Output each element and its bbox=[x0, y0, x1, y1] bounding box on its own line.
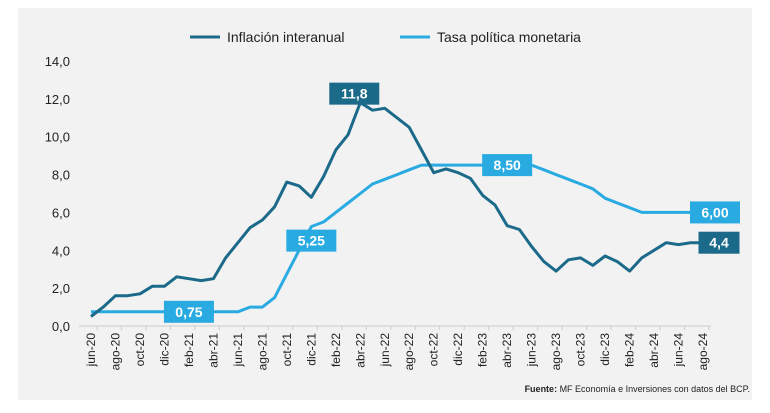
x-tick-label: abr-24 bbox=[647, 333, 661, 368]
source-text: MF Economía e Inversiones con datos del … bbox=[557, 384, 750, 394]
x-tick-label: jun-22 bbox=[378, 333, 392, 368]
y-tick-label: 12,0 bbox=[45, 92, 70, 107]
legend: Inflación interanual Tasa política monet… bbox=[190, 29, 581, 45]
x-tick-label: abr-23 bbox=[500, 333, 514, 368]
data-label: 4,4 bbox=[709, 235, 729, 251]
x-tick-label: feb-22 bbox=[329, 333, 343, 367]
x-tick-label: oct-22 bbox=[427, 333, 441, 367]
x-tick-label: feb-24 bbox=[623, 333, 637, 367]
y-tick-label: 0,0 bbox=[52, 319, 70, 334]
x-tick-label: jun-24 bbox=[672, 333, 686, 368]
data-label-box bbox=[163, 300, 214, 323]
x-tick-label: oct-20 bbox=[133, 333, 147, 367]
source-bold: Fuente: bbox=[525, 384, 558, 394]
series-line-inflacion bbox=[90, 101, 703, 318]
data-label: 6,00 bbox=[701, 204, 728, 220]
x-tick-label: dic-20 bbox=[157, 333, 171, 366]
plot-background bbox=[18, 8, 752, 400]
x-tick-label: abr-21 bbox=[206, 333, 220, 368]
x-tick-label: ago-20 bbox=[108, 333, 122, 371]
x-tick-label: oct-23 bbox=[574, 333, 588, 367]
y-tick-label: 4,0 bbox=[52, 243, 70, 258]
x-tick-label: ago-23 bbox=[549, 333, 563, 371]
y-tick-label: 14,0 bbox=[45, 54, 70, 69]
x-tick-label: jun-23 bbox=[525, 333, 539, 368]
data-label-box bbox=[482, 154, 533, 177]
x-tick-label: ago-22 bbox=[402, 333, 416, 371]
x-tick-label: feb-23 bbox=[476, 333, 490, 367]
x-tick-label: dic-23 bbox=[598, 333, 612, 366]
x-tick-label: dic-22 bbox=[451, 333, 465, 366]
data-label-box bbox=[698, 231, 740, 254]
data-label: 5,25 bbox=[298, 233, 325, 249]
data-label-box bbox=[690, 201, 740, 224]
data-label-box bbox=[329, 82, 380, 105]
data-label: 11,8 bbox=[341, 86, 368, 102]
x-tick-label: ago-21 bbox=[255, 333, 269, 371]
legend-label-tpm: Tasa política monetaria bbox=[437, 29, 581, 45]
x-tick-label: dic-21 bbox=[304, 333, 318, 366]
y-tick-label: 10,0 bbox=[45, 130, 70, 145]
x-tick-label: oct-21 bbox=[280, 333, 294, 367]
x-tick-label: jun-21 bbox=[231, 333, 245, 368]
y-tick-label: 8,0 bbox=[52, 168, 70, 183]
y-tick-label: 2,0 bbox=[52, 281, 70, 296]
data-label-box bbox=[286, 229, 337, 252]
y-tick-label: 6,0 bbox=[52, 205, 70, 220]
x-tick-label: jun-20 bbox=[84, 333, 98, 368]
x-tick-label: feb-21 bbox=[182, 333, 196, 367]
source-note: Fuente: MF Economía e Inversiones con da… bbox=[525, 384, 750, 394]
data-label: 8,50 bbox=[494, 157, 521, 173]
data-label: 0,75 bbox=[175, 304, 202, 320]
legend-label-inflacion: Inflación interanual bbox=[227, 29, 345, 45]
x-tick-label: abr-22 bbox=[353, 333, 367, 368]
x-tick-label: ago-24 bbox=[696, 333, 710, 371]
